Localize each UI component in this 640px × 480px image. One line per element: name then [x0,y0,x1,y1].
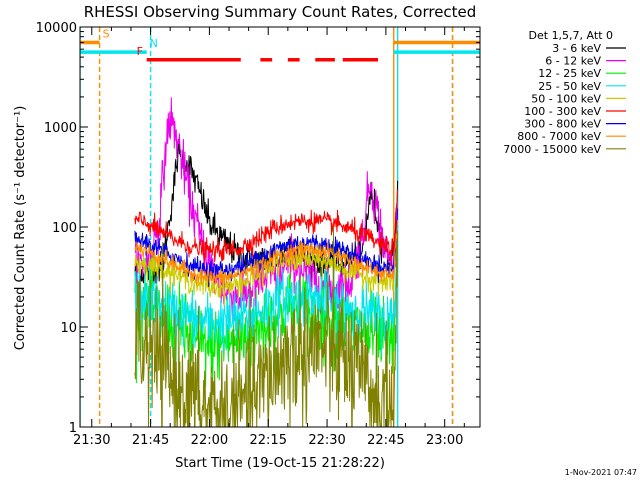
series-line-9 [134,226,399,427]
legend-label-3: 12 - 25 keV [538,67,601,80]
flag-label-f: F [137,45,143,58]
y-axis-label: Corrected Count Rate (s⁻¹ detector⁻¹) [13,106,28,351]
plot-inner [80,27,480,427]
series-line-6 [134,189,399,263]
x-tick-label-3: 22:15 [250,433,287,448]
x-tick-label-2: 22:00 [191,433,228,448]
legend-label-5: 50 - 100 keV [531,92,601,105]
y-tick-label-2: 100 [52,221,77,236]
footer-date: 1-Nov-2021 07:47 [565,468,637,477]
flag-label-s: S [103,27,110,40]
y-tick-label-1: 10 [60,321,77,336]
legend-label-9: 7000 - 15000 keV [503,143,601,156]
legend-header: Det 1,5,7, Att 0 [529,29,613,42]
chart-title: RHESSI Observing Summary Count Rates, Co… [84,3,477,21]
series-line-8 [134,219,399,286]
legend-label-2: 6 - 12 keV [545,55,601,68]
x-tick-label-4: 22:30 [308,433,345,448]
x-tick-label-0: 21:30 [73,433,110,448]
x-tick-label-1: 21:45 [132,433,169,448]
x-tick-label-5: 22:45 [367,433,404,448]
plot-area: S NF 21:30 21:45 22:00 22:15 22:30 22:45 23:00 1 1… [36,21,481,448]
legend-label-1: 3 - 6 keV [552,42,601,55]
series-line-5 [134,221,399,306]
y-tick-label-0: 1 [69,421,77,436]
y-tick-label-3: 1000 [44,121,77,136]
x-axis-label: Start Time (19-Oct-15 21:28:22) [175,456,385,471]
y-tick-label-4: 10000 [36,21,77,36]
legend-label-7: 300 - 800 keV [524,118,601,131]
flag-label-n: N [150,37,158,50]
x-tick-label-6: 23:00 [426,433,463,448]
legend-label-8: 800 - 7000 keV [517,130,601,143]
legend-label-6: 100 - 300 keV [524,105,601,118]
legend-label-4: 25 - 50 keV [538,80,601,93]
